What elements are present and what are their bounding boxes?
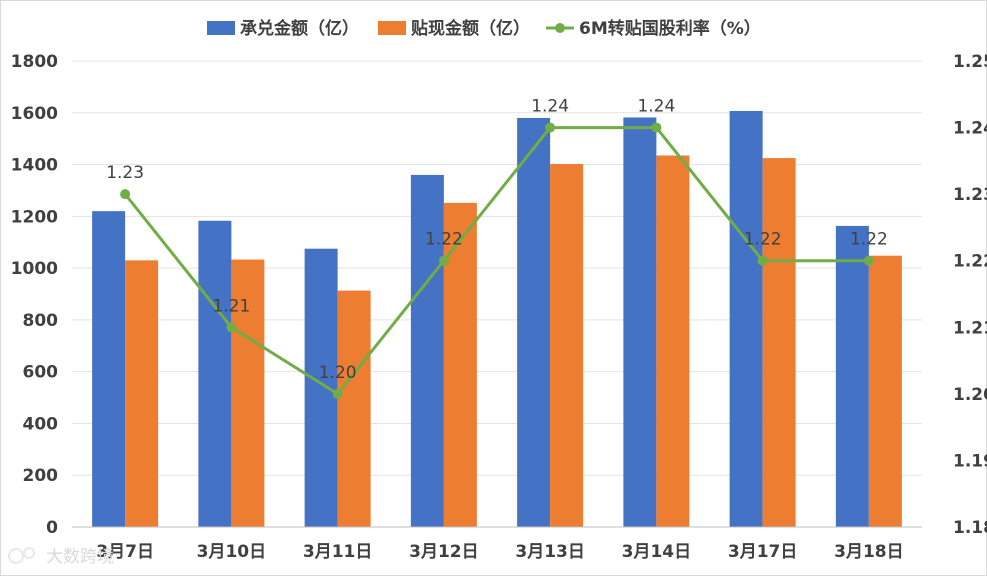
y-right-tick-label: 1.22 [953, 252, 987, 272]
x-tick-label: 3月12日 [409, 542, 479, 562]
rate-line [123, 126, 869, 396]
y-left-tick-label: 1600 [11, 104, 58, 124]
bar-discount [125, 260, 159, 527]
x-tick-label: 3月17日 [728, 542, 798, 562]
y-left-tick-label: 600 [23, 363, 59, 383]
axes: 0 200 400 600 800 1000 1200 1400 1600 1800 1.18 1.1… [11, 52, 987, 562]
legend: 承兑金额（亿） 贴现金额（亿） 6M转贴国股利率（%） [207, 18, 761, 39]
x-tick-label: 3月13日 [515, 542, 585, 562]
x-tick-label: 3月11日 [303, 542, 373, 562]
watermark-text: 大数跨境 [46, 547, 114, 567]
x-tick-label: 3月7日 [96, 542, 154, 562]
bar-acceptance [410, 174, 444, 527]
legend-swatch-marker [555, 23, 565, 33]
y-right-tick-label: 1.25 [953, 52, 987, 72]
y-left-tick-label: 0 [46, 518, 58, 538]
y-right-tick-label: 1.18 [953, 518, 987, 538]
y-left-tick-label: 1200 [11, 207, 58, 227]
y-right-tick-label: 1.23 [953, 185, 987, 205]
y-right-tick-label: 1.24 [953, 119, 987, 139]
rate-data-label: 1.21 [212, 296, 250, 316]
bar-acceptance [517, 117, 551, 527]
y-left-tick-label: 1800 [11, 52, 58, 72]
legend-swatch [207, 21, 235, 35]
y-right-tick-label: 1.19 [953, 451, 987, 471]
bar-acceptance [835, 225, 869, 527]
y-left-tick-label: 400 [23, 414, 59, 434]
bar-acceptance [729, 110, 763, 528]
legend-label: 贴现金额（亿） [411, 18, 530, 39]
bar-discount [337, 290, 371, 527]
x-tick-label: 3月18日 [834, 542, 904, 562]
rate-point [332, 388, 343, 399]
x-tick-label: 3月10日 [197, 542, 267, 562]
rate-data-label: 1.22 [744, 230, 782, 250]
legend-label: 承兑金额（亿） [240, 18, 359, 39]
bar-discount [550, 164, 584, 527]
rate-point [120, 189, 131, 200]
x-tick-label: 3月14日 [622, 542, 692, 562]
watermark: 大数跨境 [8, 547, 114, 567]
bar-acceptance [623, 117, 657, 527]
bar-acceptance [304, 248, 338, 527]
y-right-tick-label: 1.20 [953, 385, 987, 405]
legend-swatch [378, 21, 406, 35]
rate-point [757, 255, 768, 266]
rate-point [438, 255, 449, 266]
bar-discount [443, 202, 477, 528]
watermark-logo-icon [8, 547, 35, 564]
rate-data-label: 1.22 [425, 230, 463, 250]
rate-data-label: 1.24 [531, 97, 569, 117]
rate-data-label: 1.22 [850, 230, 888, 250]
line-series: 1.23 1.21 1.20 1.22 1.24 1.24 1.22 1.22 [106, 97, 888, 399]
rate-data-label: 1.23 [106, 163, 144, 183]
bars [92, 110, 902, 528]
rate-point [226, 322, 237, 333]
bar-discount [762, 158, 796, 528]
y-left-tick-label: 200 [23, 466, 59, 486]
bar-discount [868, 255, 902, 527]
y-right-tick-label: 1.21 [953, 318, 987, 338]
rate-point [863, 255, 874, 266]
bar-acceptance [198, 220, 232, 528]
rate-data-label: 1.20 [319, 363, 357, 383]
y-left-tick-label: 1000 [11, 259, 58, 279]
bar-discount [656, 155, 690, 527]
bar-discount [231, 259, 265, 527]
legend-label: 6M转贴国股利率（%） [579, 18, 761, 39]
rate-data-label: 1.24 [637, 97, 675, 117]
rate-point [651, 122, 662, 133]
y-left-tick-label: 1400 [11, 156, 58, 176]
bar-acceptance [92, 211, 126, 527]
y-left-tick-label: 800 [23, 311, 59, 331]
rate-point [545, 122, 556, 133]
